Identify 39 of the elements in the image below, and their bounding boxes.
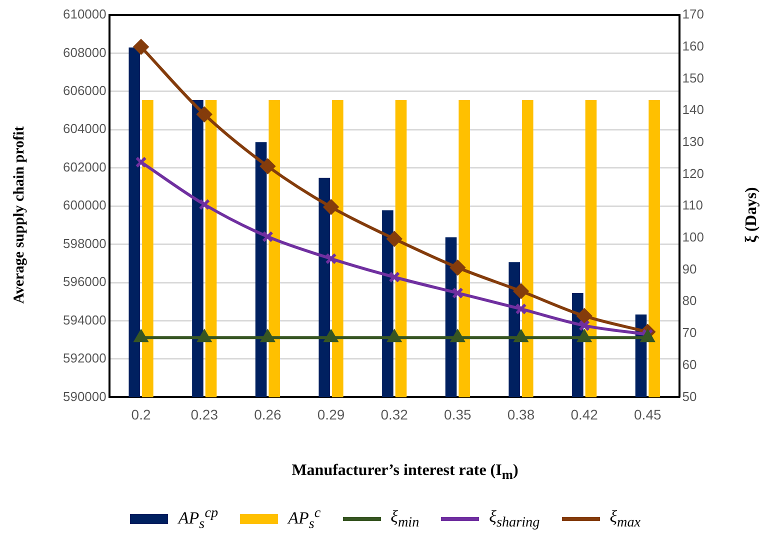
y2-tick-label: 140 [682,102,704,118]
x-tick-label: 0.38 [507,406,535,422]
x-tick-label: 0.26 [254,406,282,422]
y2-tick-label: 130 [682,134,704,149]
y2-tick-label: 90 [682,261,697,276]
x-tick-label: 0.2 [131,406,151,422]
y-tick-label: 608000 [62,44,106,60]
y2-tick-label: 60 [682,356,697,372]
y-tick-label: 604000 [62,121,106,136]
y-tick-label: 600000 [62,198,106,213]
y2-tick-label: 70 [682,325,697,340]
y2-axis-title: ξ (Days) [743,187,761,243]
y-tick-label: 594000 [62,312,106,328]
x-tick-label: 0.29 [317,406,345,422]
y-tick-label: 606000 [62,83,106,98]
y-tick-label: 592000 [62,350,106,366]
y-tick-label: 602000 [62,159,106,174]
y2-tick-label: 160 [682,38,704,54]
y-tick-label: 610000 [62,6,106,22]
legend-label: ξ$_{max}$ [610,506,641,532]
x-tick-label: 0.32 [380,406,408,422]
y2-tick-label: 110 [682,198,704,213]
legend-label: ξ$_{sharing}$ [489,506,540,532]
y2-tick-label: 80 [682,293,697,308]
x-tick-label: 0.45 [634,406,662,422]
x-tick-label: 0.35 [444,406,472,422]
x-tick-label: 0.42 [570,406,598,422]
x-tick-label: 0.23 [190,406,218,422]
y-tick-label: 590000 [62,388,106,404]
y-tick-label: 596000 [62,274,106,290]
y2-tick-label: 100 [682,230,704,245]
y-tick-label: 598000 [62,236,106,251]
legend-label: ξ$_{min}$ [390,506,420,532]
x-axis-title: Manufacturer’s interest rate (I$_{m}$) [292,462,518,484]
y-axis-title: Average supply chain profit [12,126,28,304]
y2-tick-label: 120 [682,166,704,181]
y2-tick-label: 170 [682,6,704,22]
y2-tick-label: 50 [682,388,697,404]
y2-tick-label: 150 [682,70,704,86]
